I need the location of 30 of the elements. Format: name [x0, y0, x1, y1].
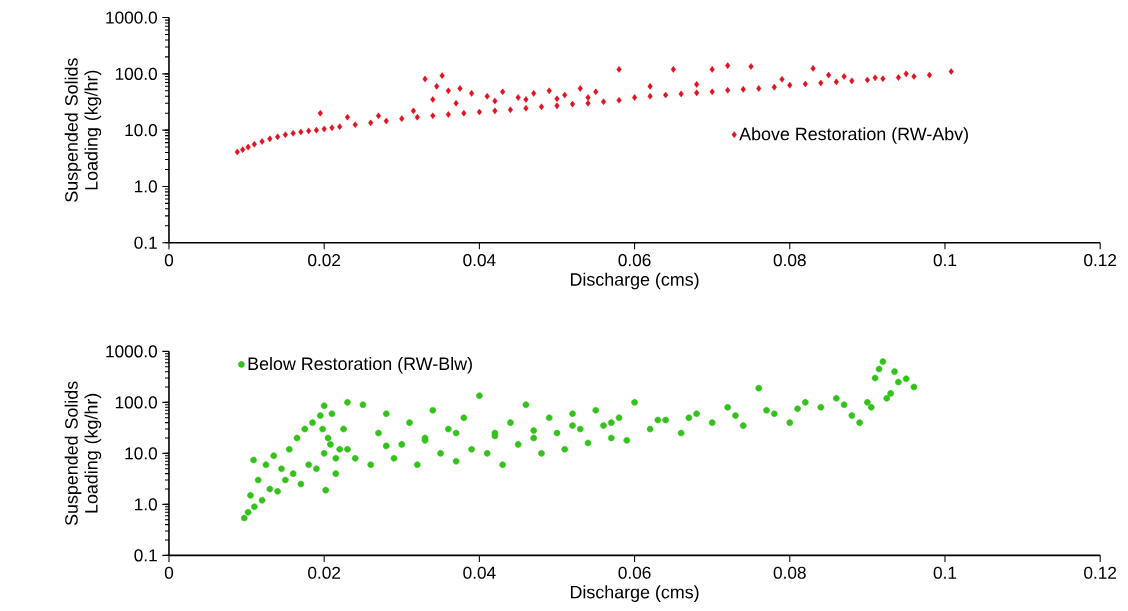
x-tick-label: 0.02: [308, 254, 341, 267]
x-tick-label: 0.12: [1084, 254, 1117, 267]
x-tick-label: 0.04: [463, 566, 496, 579]
x-tick-label: 0: [164, 254, 174, 267]
y-tick-label: 10.0: [125, 447, 157, 460]
x-tick-label: 0.08: [773, 254, 806, 267]
y-tick-label: 100.0: [115, 67, 157, 80]
x-tick-label: 0.06: [618, 254, 651, 267]
x-tick-label: 0.06: [618, 566, 651, 579]
x-tick-label: 0.04: [463, 254, 496, 267]
x-axis-title: Discharge (cms): [570, 272, 699, 290]
x-tick-label: 0.08: [773, 566, 806, 579]
x-axis-title: Discharge (cms): [570, 585, 699, 602]
y-tick-label: 0.1: [134, 549, 157, 562]
x-tick-label: 0.1: [933, 566, 957, 579]
y-axis-title: Suspended Solids Loading (kg/hr): [64, 58, 102, 202]
legend-label: Above Restoration (RW-Abv): [739, 127, 968, 144]
y-tick-label: 1000.0: [106, 11, 157, 24]
y-tick-label: 10.0: [125, 124, 157, 137]
y-tick-label: 100.0: [115, 396, 157, 409]
legend-label: Below Restoration (RW-Blw): [248, 356, 472, 374]
x-tick-label: 0: [164, 566, 174, 579]
y-axis-title: Suspended Solids Loading (kg/hr): [64, 381, 102, 526]
x-tick-label: 0.02: [308, 566, 341, 579]
y-tick-label: 1.0: [135, 498, 157, 511]
x-tick-label: 0.1: [933, 254, 957, 267]
y-tick-label: 0.1: [134, 236, 157, 249]
y-tick-label: 1000.0: [106, 345, 157, 358]
x-tick-label: 0.12: [1084, 566, 1117, 579]
y-tick-label: 1.0: [135, 180, 157, 193]
